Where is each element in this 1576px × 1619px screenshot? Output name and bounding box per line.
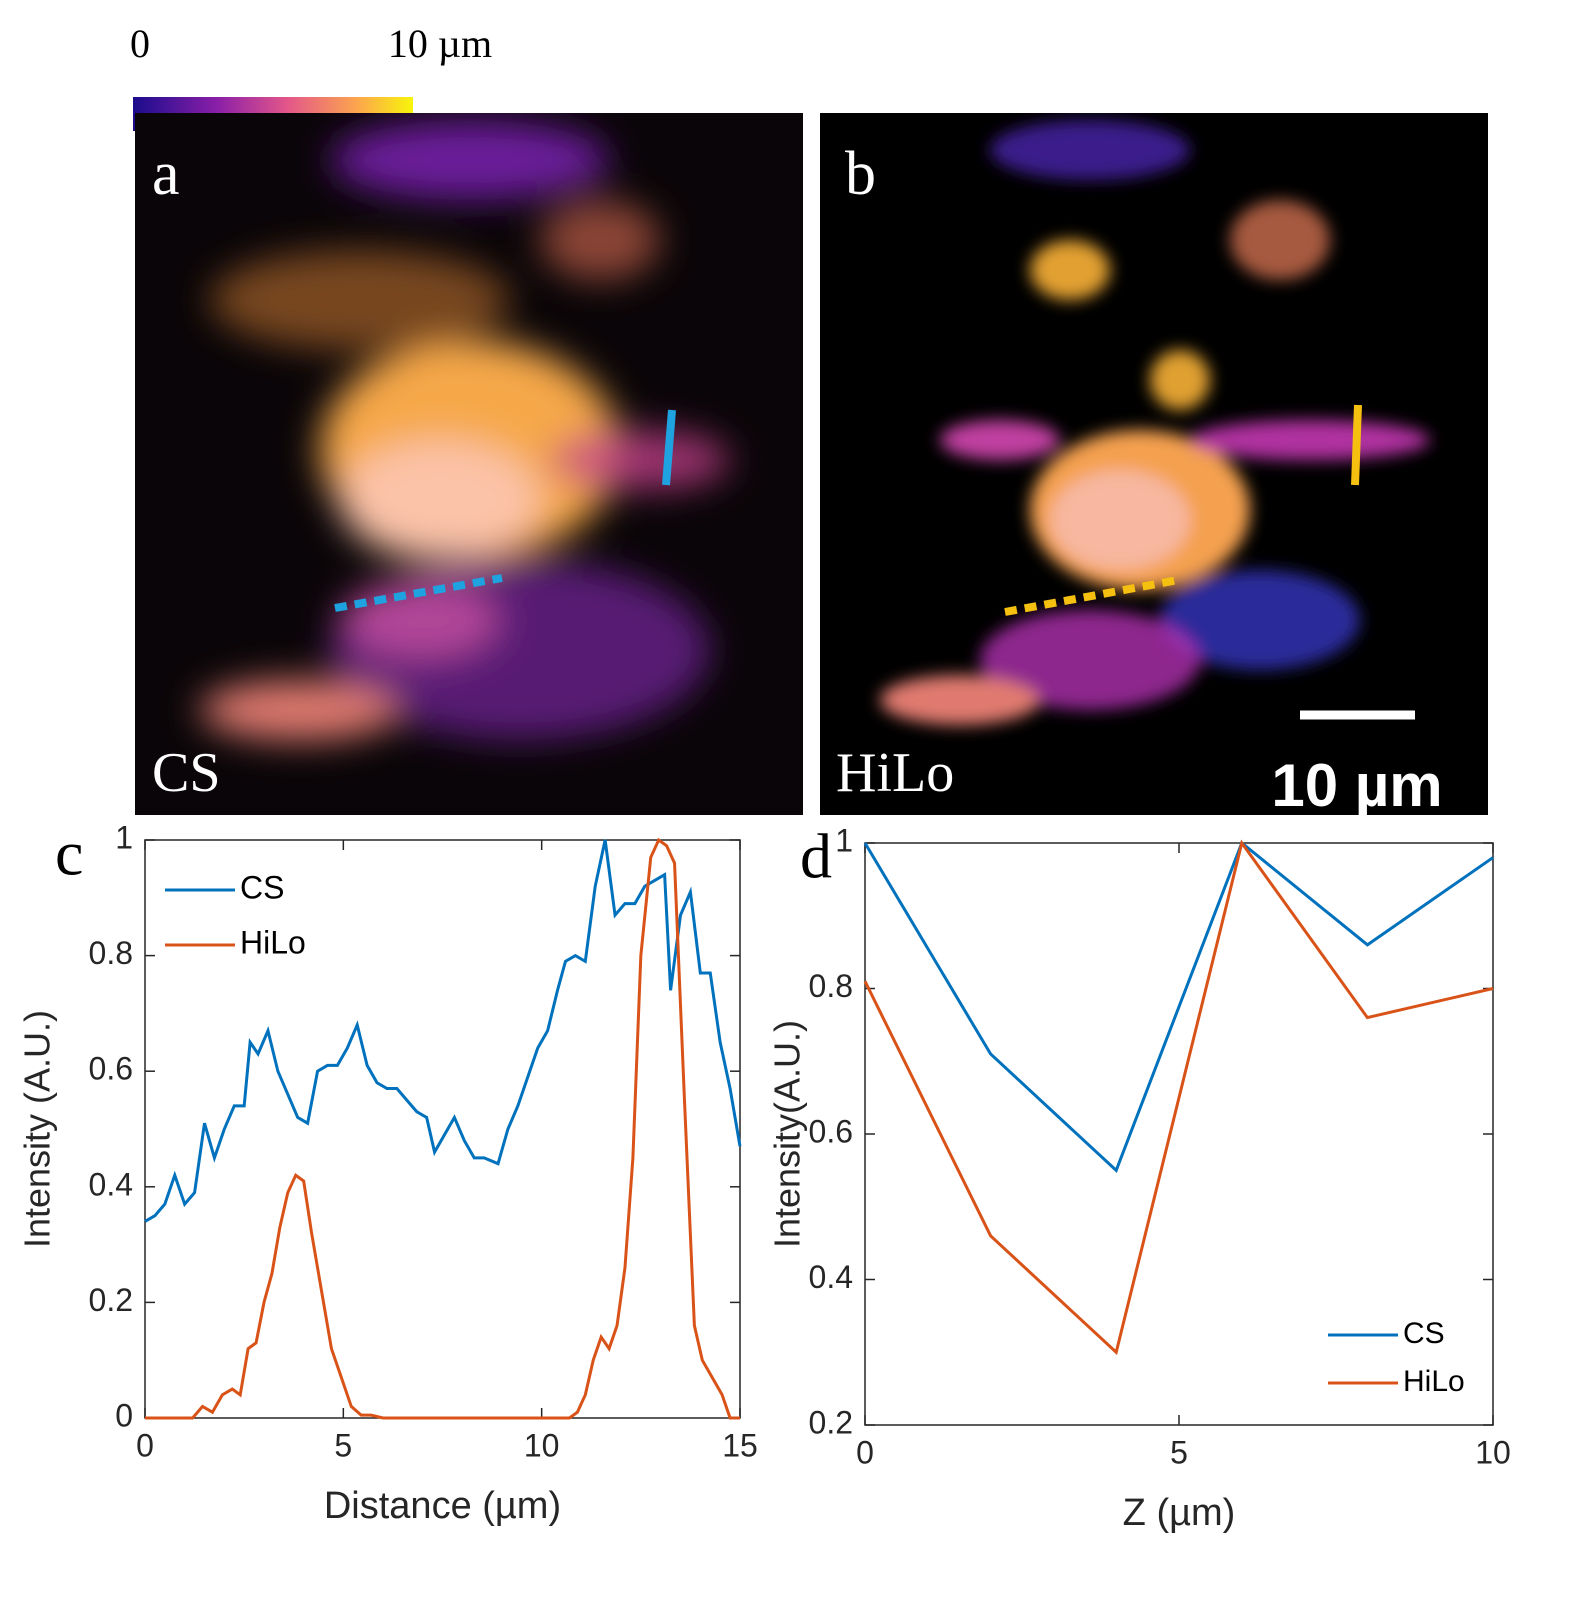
y-tick-label: 0.8 — [89, 935, 133, 971]
x-tick-label: 0 — [136, 1427, 154, 1463]
panel-letter: c — [55, 818, 83, 889]
series-line — [145, 837, 740, 1420]
y-tick-label: 0.4 — [89, 1166, 133, 1202]
x-axis-label: Z (µm) — [1123, 1492, 1236, 1534]
y-tick-label: 0.8 — [809, 968, 853, 1004]
panel-label: CS — [152, 742, 221, 804]
x-tick-label: 5 — [1170, 1434, 1188, 1470]
legend-label: HiLo — [240, 924, 306, 960]
legend-label: CS — [1403, 1317, 1445, 1350]
series-line — [144, 839, 742, 1223]
colorbar-min: 0 — [130, 21, 150, 66]
image-a — [135, 113, 803, 815]
legend-label: CS — [240, 869, 284, 905]
y-tick-label: 0 — [115, 1397, 133, 1433]
panel-label: HiLo — [836, 742, 954, 804]
scale-bar-label: 10 µm — [1271, 752, 1442, 819]
y-tick-label: 0.2 — [809, 1404, 853, 1440]
y-axis-label: Intensity(A.U.) — [767, 1020, 808, 1248]
image-b — [820, 113, 1488, 815]
y-tick-label: 0.6 — [809, 1113, 853, 1149]
panel-letter: d — [800, 821, 832, 892]
y-tick-label: 0.4 — [809, 1259, 853, 1295]
plot-frame — [864, 842, 1494, 1426]
panel-letter: b — [845, 140, 876, 208]
y-tick-label: 0.2 — [89, 1282, 133, 1318]
colorbar-max: 10 µm — [388, 21, 492, 66]
x-tick-label: 10 — [1475, 1434, 1511, 1470]
legend-label: HiLo — [1403, 1365, 1465, 1398]
x-tick-label: 5 — [334, 1427, 352, 1463]
plot-frame — [144, 839, 741, 1419]
y-tick-label: 0.6 — [89, 1051, 133, 1087]
x-tick-label: 15 — [722, 1427, 758, 1463]
x-tick-label: 10 — [524, 1427, 560, 1463]
series-line — [863, 840, 1494, 1173]
panel-letter: a — [152, 140, 180, 208]
x-tick-label: 0 — [856, 1434, 874, 1470]
y-axis-label: Intensity (A.U.) — [17, 1010, 58, 1248]
y-tick-label: 1 — [835, 822, 853, 858]
y-tick-label: 1 — [115, 819, 133, 855]
x-axis-label: Distance (µm) — [324, 1485, 561, 1527]
series-line — [863, 839, 1494, 1356]
